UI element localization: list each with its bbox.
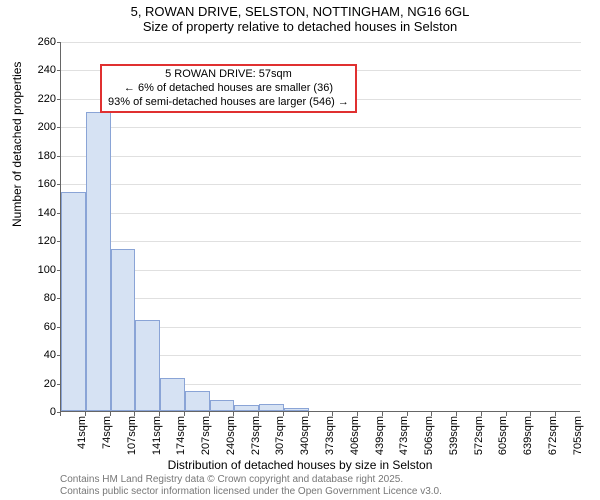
- histogram-bar: [185, 391, 210, 411]
- annotation-line2: ← 6% of detached houses are smaller (36): [108, 82, 349, 96]
- xtick-mark: [530, 412, 531, 416]
- gridline: [61, 213, 581, 214]
- annotation-line3: 93% of semi-detached houses are larger (…: [108, 96, 349, 110]
- xtick-label: 506sqm: [423, 416, 435, 455]
- ytick-label: 40: [26, 349, 56, 361]
- xtick-label: 705sqm: [572, 416, 584, 455]
- histogram-bar: [160, 378, 185, 411]
- xtick-label: 539sqm: [448, 416, 460, 455]
- ytick-label: 180: [26, 150, 56, 162]
- chart-title-sub: Size of property relative to detached ho…: [0, 19, 600, 36]
- xtick-label: 439sqm: [374, 416, 386, 455]
- ytick-label: 60: [26, 321, 56, 333]
- ytick-mark: [57, 70, 61, 71]
- xtick-label: 74sqm: [101, 416, 113, 449]
- gridline: [61, 156, 581, 157]
- xtick-label: 406sqm: [349, 416, 361, 455]
- xtick-label: 639sqm: [522, 416, 534, 455]
- histogram-bar: [234, 405, 259, 411]
- ytick-mark: [57, 127, 61, 128]
- histogram-bar: [86, 112, 111, 411]
- footer-attribution: Contains HM Land Registry data © Crown c…: [60, 474, 442, 498]
- ytick-mark: [57, 184, 61, 185]
- histogram-bar: [135, 320, 160, 411]
- xtick-label: 605sqm: [497, 416, 509, 455]
- xtick-mark: [209, 412, 210, 416]
- xtick-label: 340sqm: [299, 416, 311, 455]
- xtick-mark: [184, 412, 185, 416]
- gridline: [61, 298, 581, 299]
- footer-line2: Contains public sector information licen…: [60, 486, 442, 498]
- xtick-label: 41sqm: [76, 416, 88, 449]
- xtick-mark: [233, 412, 234, 416]
- xtick-mark: [357, 412, 358, 416]
- ytick-label: 120: [26, 235, 56, 247]
- ytick-label: 100: [26, 264, 56, 276]
- ytick-label: 200: [26, 121, 56, 133]
- ytick-label: 80: [26, 292, 56, 304]
- ytick-label: 240: [26, 64, 56, 76]
- histogram-bar: [259, 404, 284, 411]
- gridline: [61, 184, 581, 185]
- xtick-mark: [159, 412, 160, 416]
- gridline: [61, 127, 581, 128]
- chart-title-main: 5, ROWAN DRIVE, SELSTON, NOTTINGHAM, NG1…: [0, 0, 600, 19]
- xtick-label: 141sqm: [151, 416, 163, 455]
- xtick-mark: [258, 412, 259, 416]
- y-axis-label: Number of detached properties: [10, 62, 24, 227]
- gridline: [61, 42, 581, 43]
- xtick-mark: [506, 412, 507, 416]
- gridline: [61, 270, 581, 271]
- ytick-label: 0: [26, 406, 56, 418]
- xtick-mark: [431, 412, 432, 416]
- annotation-box: 5 ROWAN DRIVE: 57sqm ← 6% of detached ho…: [100, 64, 357, 113]
- xtick-mark: [85, 412, 86, 416]
- xtick-label: 174sqm: [175, 416, 187, 455]
- xtick-mark: [382, 412, 383, 416]
- xtick-mark: [60, 412, 61, 416]
- xtick-mark: [456, 412, 457, 416]
- ytick-label: 160: [26, 178, 56, 190]
- xtick-mark: [407, 412, 408, 416]
- histogram-bar: [284, 408, 309, 411]
- footer-line1: Contains HM Land Registry data © Crown c…: [60, 474, 442, 486]
- xtick-mark: [134, 412, 135, 416]
- xtick-mark: [308, 412, 309, 416]
- ytick-mark: [57, 42, 61, 43]
- xtick-mark: [481, 412, 482, 416]
- chart-container: 5, ROWAN DRIVE, SELSTON, NOTTINGHAM, NG1…: [0, 0, 600, 500]
- xtick-label: 240sqm: [225, 416, 237, 455]
- ytick-mark: [57, 156, 61, 157]
- xtick-label: 273sqm: [250, 416, 262, 455]
- xtick-label: 307sqm: [274, 416, 286, 455]
- histogram-bar: [111, 249, 136, 411]
- xtick-mark: [555, 412, 556, 416]
- xtick-label: 473sqm: [398, 416, 410, 455]
- xtick-label: 373sqm: [324, 416, 336, 455]
- annotation-line1: 5 ROWAN DRIVE: 57sqm: [108, 68, 349, 82]
- xtick-mark: [332, 412, 333, 416]
- ytick-label: 260: [26, 36, 56, 48]
- histogram-bar: [61, 192, 86, 411]
- ytick-mark: [57, 99, 61, 100]
- ytick-label: 220: [26, 93, 56, 105]
- xtick-label: 672sqm: [547, 416, 559, 455]
- ytick-label: 140: [26, 207, 56, 219]
- xtick-label: 207sqm: [200, 416, 212, 455]
- ytick-label: 20: [26, 378, 56, 390]
- x-axis-label: Distribution of detached houses by size …: [0, 458, 600, 472]
- histogram-bar: [210, 400, 235, 411]
- gridline: [61, 241, 581, 242]
- xtick-label: 107sqm: [126, 416, 138, 455]
- xtick-mark: [283, 412, 284, 416]
- plot-area: 5 ROWAN DRIVE: 57sqm ← 6% of detached ho…: [60, 42, 580, 412]
- xtick-mark: [110, 412, 111, 416]
- xtick-label: 572sqm: [473, 416, 485, 455]
